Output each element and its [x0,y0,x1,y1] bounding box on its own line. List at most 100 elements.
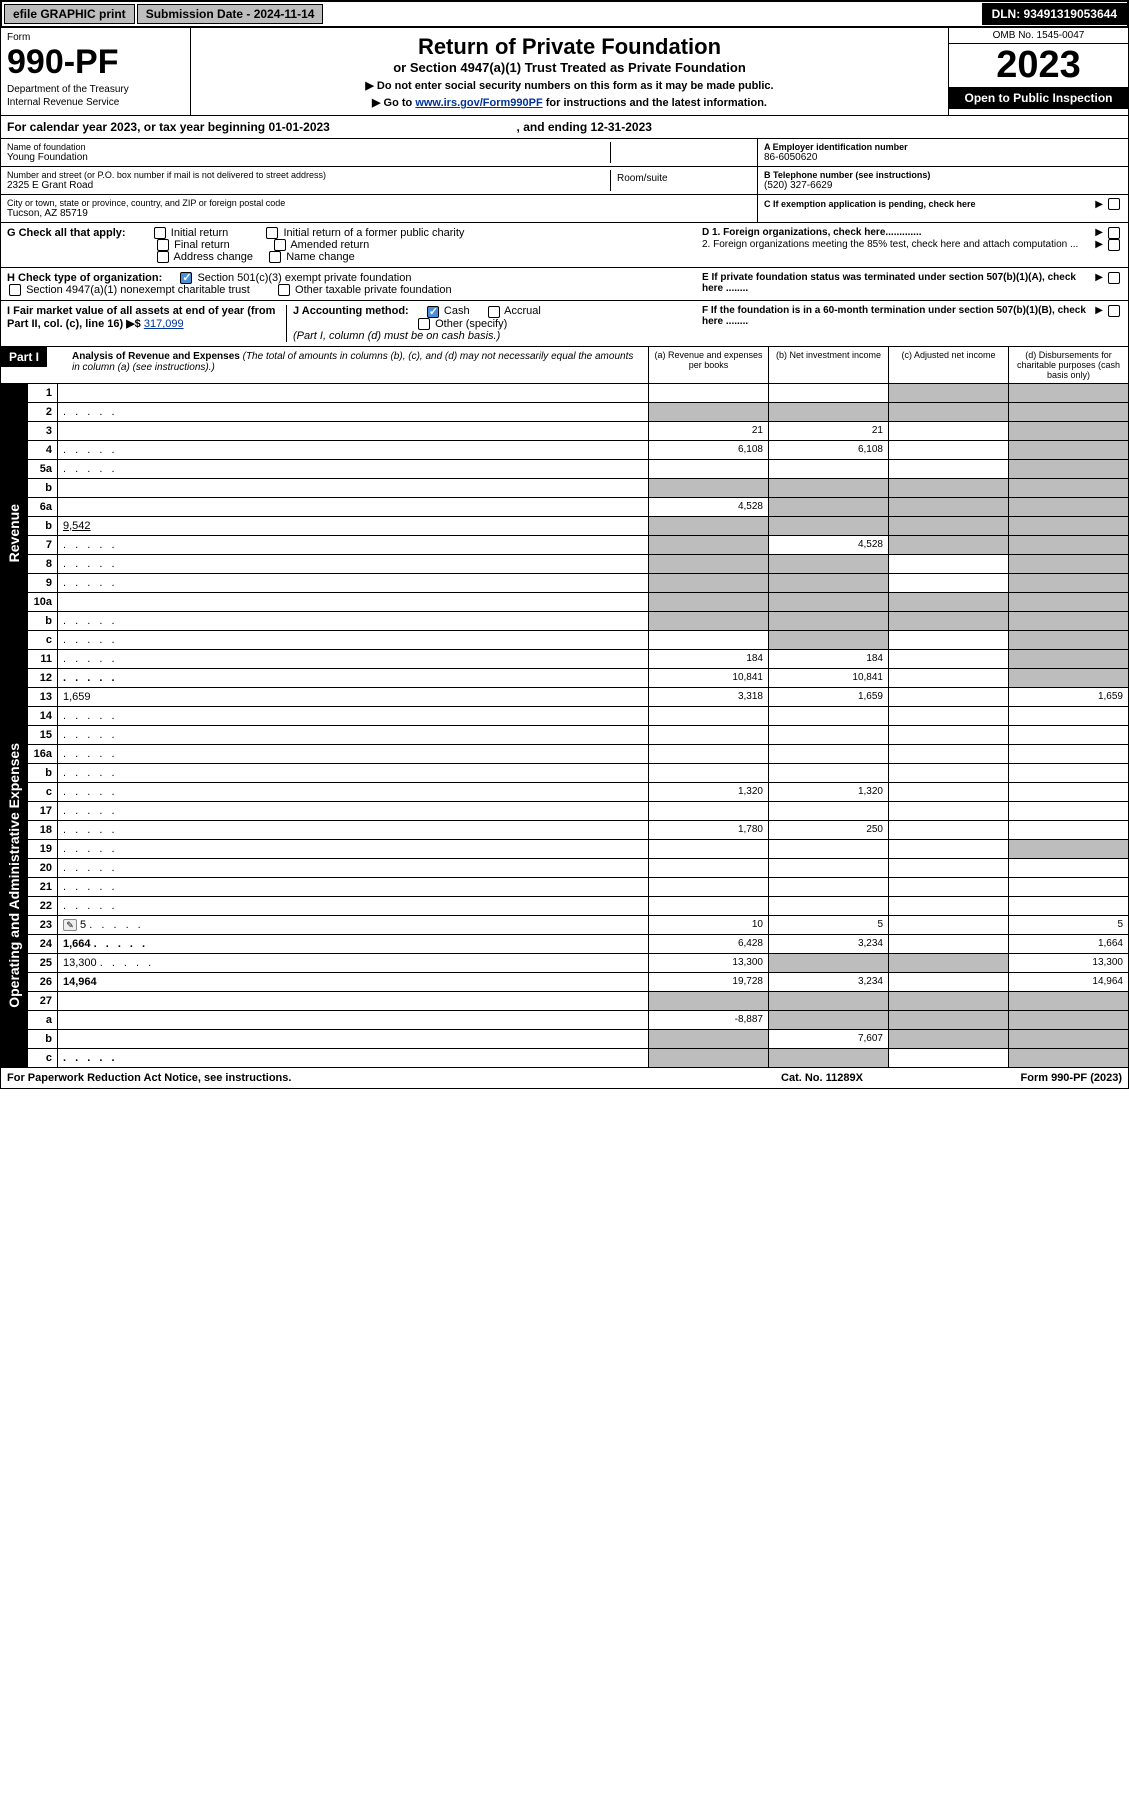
line-number: 11 [28,649,58,668]
amount-cell-a: 184 [649,649,769,668]
amount-cell-c [889,1048,1009,1067]
final-return-checkbox[interactable] [157,239,169,251]
amount-cell-d [1009,497,1129,516]
line-number: 18 [28,820,58,839]
amount-cell-a [649,630,769,649]
line-description [58,497,649,516]
amount-cell-c [889,668,1009,687]
line-number: 23 [28,915,58,934]
form-header: Form 990-PF Department of the Treasury I… [0,28,1129,116]
table-row: c . . . . . [1,1048,1129,1067]
amount-cell-c [889,706,1009,725]
table-row: 12 . . . . .10,84110,841 [1,668,1129,687]
check-ij-row: I Fair market value of all assets at end… [0,301,1129,346]
accrual-checkbox[interactable] [488,306,500,318]
d2-checkbox[interactable] [1108,239,1120,251]
table-row: 6a4,528 [1,497,1129,516]
amount-cell-c [889,839,1009,858]
amount-cell-b: 3,234 [769,972,889,991]
amount-cell-d [1009,384,1129,403]
j-opt-accrual: Accrual [504,305,541,317]
schedule-icon[interactable]: ✎ [63,919,77,931]
table-row: b [1,478,1129,497]
amount-cell-b [769,953,889,972]
col-b-header: (b) Net investment income [768,347,888,383]
form-subtitle: or Section 4947(a)(1) Trust Treated as P… [197,60,942,75]
amount-cell-b: 6,108 [769,440,889,459]
amount-cell-c [889,858,1009,877]
j-opt-cash: Cash [444,305,470,317]
amount-cell-d [1009,877,1129,896]
opexp-section-label: Operating and Administrative Expenses [1,687,28,1067]
amount-cell-b [769,611,889,630]
amount-cell-d [1009,839,1129,858]
amount-cell-a: 1,320 [649,782,769,801]
4947-checkbox[interactable] [9,284,21,296]
former-charity-checkbox[interactable] [266,227,278,239]
amended-return-checkbox[interactable] [274,239,286,251]
e-checkbox[interactable] [1108,272,1120,284]
efile-print-button[interactable]: efile GRAPHIC print [4,4,135,24]
amount-cell-d [1009,744,1129,763]
amount-cell-b [769,592,889,611]
line-number: 14 [28,706,58,725]
line-number: b [28,516,58,535]
initial-return-checkbox[interactable] [154,227,166,239]
table-row: 27 [1,991,1129,1010]
line-description: . . . . . [58,896,649,915]
entity-block: Name of foundation Young Foundation Numb… [0,139,1129,223]
line-number: 3 [28,421,58,440]
line-number: 17 [28,801,58,820]
f-checkbox[interactable] [1108,305,1120,317]
line-number: c [28,782,58,801]
amount-cell-a [649,801,769,820]
amount-cell-b [769,630,889,649]
line-number: 26 [28,972,58,991]
j-opt-other: Other (specify) [435,318,507,330]
amount-cell-d [1009,630,1129,649]
line-number: 5a [28,459,58,478]
amount-cell-b [769,554,889,573]
arrow-icon: ▶ [1095,199,1103,210]
name-change-checkbox[interactable] [269,251,281,263]
col-d-header: (d) Disbursements for charitable purpose… [1008,347,1128,383]
instr2-pre: ▶ Go to [372,97,415,109]
d1-checkbox[interactable] [1108,227,1120,239]
amount-cell-a [649,763,769,782]
part1-label: Part I [1,347,47,367]
g-opt-1: Final return [174,239,230,251]
amount-cell-a: 6,428 [649,934,769,953]
line-description [58,478,649,497]
line-description: . . . . . [58,744,649,763]
fmv-value: 317,099 [144,318,184,330]
501c3-checkbox[interactable] [180,272,192,284]
line-number: 15 [28,725,58,744]
calendar-year-row: For calendar year 2023, or tax year begi… [0,116,1129,139]
exemption-checkbox[interactable] [1108,198,1120,210]
amount-cell-c [889,611,1009,630]
amount-cell-d [1009,478,1129,497]
line-number: c [28,630,58,649]
amount-cell-c [889,384,1009,403]
amount-cell-b: 1,659 [769,687,889,706]
amount-cell-d [1009,1048,1129,1067]
city-label: City or town, state or province, country… [7,198,751,208]
amount-cell-c [889,820,1009,839]
line-description: . . . . . [58,725,649,744]
other-method-checkbox[interactable] [418,318,430,330]
line-number: 16a [28,744,58,763]
amount-cell-a [649,554,769,573]
cash-checkbox[interactable] [427,306,439,318]
table-row: 20 . . . . . [1,858,1129,877]
irs-link[interactable]: www.irs.gov/Form990PF [415,97,542,109]
part1-header-row: Part I Analysis of Revenue and Expenses … [0,347,1129,384]
amount-cell-d [1009,649,1129,668]
amount-cell-d [1009,858,1129,877]
d1-label: D 1. Foreign organizations, check here..… [702,227,1092,239]
line-number: 19 [28,839,58,858]
address-change-checkbox[interactable] [157,251,169,263]
other-taxable-checkbox[interactable] [278,284,290,296]
line-number: 10a [28,592,58,611]
amount-cell-c [889,896,1009,915]
amount-cell-d: 1,659 [1009,687,1129,706]
